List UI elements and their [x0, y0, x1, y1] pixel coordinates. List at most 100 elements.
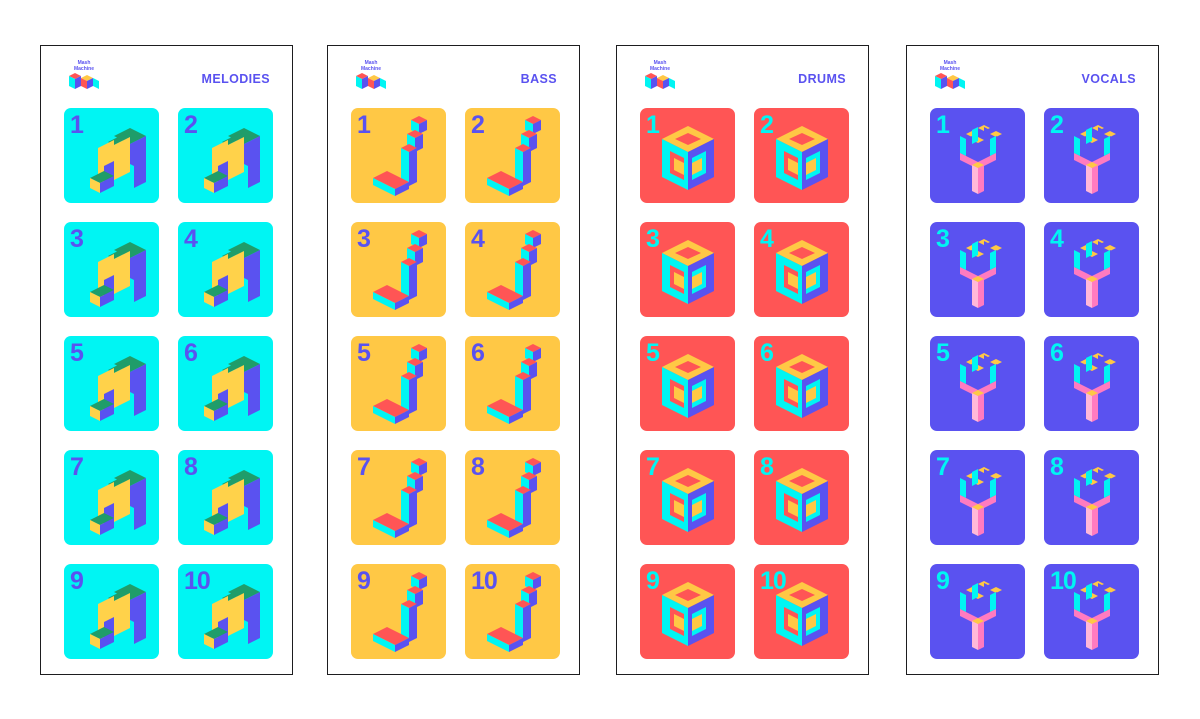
panel-drums: Mash Machine DRUMS 1 2 3: [616, 45, 869, 675]
tile-number: 3: [936, 225, 950, 253]
microphone-icon: [960, 467, 1002, 536]
panel-title-drums: DRUMS: [798, 72, 846, 86]
tile-number: 1: [357, 111, 371, 139]
sample-tile-drums-6[interactable]: 6: [754, 336, 849, 431]
sample-tile-drums-4[interactable]: 4: [754, 222, 849, 317]
panel-bass: Mash Machine BASS 1 2: [327, 45, 580, 675]
drum-cube-icon: [776, 582, 828, 646]
sample-tile-bass-2[interactable]: 2: [465, 108, 560, 203]
logo-line-1: Mash: [364, 60, 378, 66]
tile-number: 8: [471, 453, 485, 481]
sample-tile-melodies-9[interactable]: 9: [64, 564, 159, 659]
sample-tile-vocals-1[interactable]: 1: [930, 108, 1025, 203]
tile-number: 10: [1050, 567, 1077, 595]
tile-number: 7: [646, 453, 660, 481]
microphone-icon: [1074, 467, 1116, 536]
sample-tile-bass-6[interactable]: 6: [465, 336, 560, 431]
bass-note-icon: [487, 458, 541, 538]
sample-tile-bass-4[interactable]: 4: [465, 222, 560, 317]
sample-tile-melodies-7[interactable]: 7: [64, 450, 159, 545]
tile-number: 5: [70, 339, 84, 367]
logo-line-1: Mash: [653, 60, 667, 66]
sample-tile-melodies-2[interactable]: 2: [178, 108, 273, 203]
sample-tile-drums-8[interactable]: 8: [754, 450, 849, 545]
sample-tile-vocals-7[interactable]: 7: [930, 450, 1025, 545]
bass-note-icon: [373, 458, 427, 538]
sample-tile-bass-8[interactable]: 8: [465, 450, 560, 545]
melody-m-icon: [204, 128, 260, 193]
sample-tile-bass-7[interactable]: 7: [351, 450, 446, 545]
sample-tile-drums-5[interactable]: 5: [640, 336, 735, 431]
panel-title-bass: BASS: [520, 72, 557, 86]
sample-tile-bass-10[interactable]: 10: [465, 564, 560, 659]
melody-m-icon: [90, 584, 146, 649]
mash-machine-logo: Mash Machine: [67, 60, 101, 94]
microphone-icon: [1074, 353, 1116, 422]
sample-tile-vocals-3[interactable]: 3: [930, 222, 1025, 317]
tile-number: 9: [70, 567, 84, 595]
sample-tile-vocals-9[interactable]: 9: [930, 564, 1025, 659]
logo-wordmark: Mash Machine: [354, 60, 388, 72]
sample-tile-vocals-2[interactable]: 2: [1044, 108, 1139, 203]
bass-note-icon: [373, 116, 427, 196]
microphone-icon: [1074, 581, 1116, 650]
logo-line-2: Machine: [649, 66, 670, 72]
melody-m-icon: [204, 584, 260, 649]
panel-vocals: Mash Machine VOCALS 1 2: [906, 45, 1159, 675]
sample-tile-melodies-6[interactable]: 6: [178, 336, 273, 431]
sample-tile-drums-2[interactable]: 2: [754, 108, 849, 203]
sample-tile-bass-3[interactable]: 3: [351, 222, 446, 317]
sample-tile-drums-7[interactable]: 7: [640, 450, 735, 545]
sample-tile-melodies-3[interactable]: 3: [64, 222, 159, 317]
tile-number: 4: [471, 225, 485, 253]
panel-melodies: Mash Machine MELODIES 1 2: [40, 45, 293, 675]
sample-tile-melodies-4[interactable]: 4: [178, 222, 273, 317]
tile-number: 1: [70, 111, 84, 139]
tile-number: 5: [357, 339, 371, 367]
tile-number: 2: [1050, 111, 1064, 139]
tile-number: 10: [471, 567, 498, 595]
melody-m-icon: [90, 356, 146, 421]
sample-tile-vocals-6[interactable]: 6: [1044, 336, 1139, 431]
sample-tile-melodies-1[interactable]: 1: [64, 108, 159, 203]
sample-tile-vocals-10[interactable]: 10: [1044, 564, 1139, 659]
sample-tile-melodies-8[interactable]: 8: [178, 450, 273, 545]
logo-line-2: Machine: [939, 66, 960, 72]
tile-number: 10: [760, 567, 787, 595]
logo-line-2: Machine: [360, 66, 381, 72]
drum-cube-icon: [776, 126, 828, 190]
sample-tile-drums-10[interactable]: 10: [754, 564, 849, 659]
sample-tile-vocals-8[interactable]: 8: [1044, 450, 1139, 545]
tile-number: 7: [357, 453, 371, 481]
tile-number: 9: [936, 567, 950, 595]
bass-note-icon: [373, 230, 427, 310]
tile-number: 2: [471, 111, 485, 139]
logo-line-1: Mash: [943, 60, 957, 66]
tile-number: 10: [184, 567, 211, 595]
melody-m-icon: [90, 242, 146, 307]
bass-note-icon: [373, 344, 427, 424]
tile-number: 7: [936, 453, 950, 481]
logo-line-2: Machine: [73, 66, 94, 72]
sample-tile-drums-3[interactable]: 3: [640, 222, 735, 317]
mash-machine-logo: Mash Machine: [933, 60, 967, 94]
melody-m-icon: [204, 242, 260, 307]
tile-number: 8: [760, 453, 774, 481]
melody-m-icon: [90, 470, 146, 535]
sample-tile-drums-9[interactable]: 9: [640, 564, 735, 659]
sample-tile-vocals-5[interactable]: 5: [930, 336, 1025, 431]
sample-tile-melodies-10[interactable]: 10: [178, 564, 273, 659]
tile-number: 1: [646, 111, 660, 139]
tile-number: 5: [936, 339, 950, 367]
drum-cube-icon: [776, 240, 828, 304]
sample-tile-drums-1[interactable]: 1: [640, 108, 735, 203]
sample-tile-melodies-5[interactable]: 5: [64, 336, 159, 431]
sample-tile-bass-1[interactable]: 1: [351, 108, 446, 203]
microphone-icon: [960, 353, 1002, 422]
bass-note-icon: [487, 344, 541, 424]
melody-m-icon: [204, 356, 260, 421]
logo-mark-icon: [935, 73, 965, 89]
sample-tile-bass-5[interactable]: 5: [351, 336, 446, 431]
sample-tile-vocals-4[interactable]: 4: [1044, 222, 1139, 317]
sample-tile-bass-9[interactable]: 9: [351, 564, 446, 659]
